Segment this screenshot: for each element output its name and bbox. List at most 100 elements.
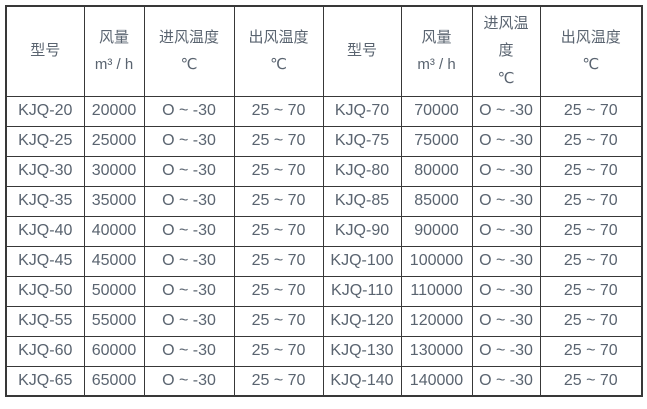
inlet-temp-cell: O ~ -30 [143, 365, 235, 397]
model-cell: KJQ-60 [5, 335, 85, 367]
airflow-cell: 100000 [400, 245, 473, 277]
airflow-cell: 45000 [83, 245, 145, 277]
airflow-cell: 60000 [83, 335, 145, 367]
header-line: 进风温 [483, 14, 529, 32]
table-row: KJQ-50 50000 O ~ -30 25 ~ 70 KJQ-110 110000 O … [5, 275, 643, 307]
airflow-cell: 110000 [400, 275, 473, 307]
model-cell: KJQ-65 [5, 365, 85, 397]
airflow-cell: 65000 [83, 365, 145, 397]
outlet-temp-cell: 25 ~ 70 [539, 155, 643, 187]
header-line: 出风温度 [560, 28, 621, 46]
inlet-temp-cell: O ~ -30 [143, 245, 235, 277]
model-cell: KJQ-130 [322, 335, 402, 367]
header-line: m³ / h [417, 56, 456, 74]
model-cell: KJQ-35 [5, 185, 85, 217]
outlet-temp-cell: 25 ~ 70 [233, 215, 324, 247]
model-cell: KJQ-30 [5, 155, 85, 187]
table-row: KJQ-30 30000 O ~ -30 25 ~ 70 KJQ-80 80000 O ~ … [5, 155, 643, 187]
inlet-temp-cell: O ~ -30 [143, 215, 235, 247]
model-cell: KJQ-70 [322, 95, 402, 127]
model-cell: KJQ-50 [5, 275, 85, 307]
outlet-temp-cell: 25 ~ 70 [539, 275, 643, 307]
model-cell: KJQ-45 [5, 245, 85, 277]
model-cell: KJQ-90 [322, 215, 402, 247]
airflow-cell: 80000 [400, 155, 473, 187]
model-cell: KJQ-25 [5, 125, 85, 157]
airflow-cell: 70000 [400, 95, 473, 127]
header-line: 风量 [421, 28, 452, 46]
outlet-temp-cell: 25 ~ 70 [233, 275, 324, 307]
inlet-temp-cell: O ~ -30 [471, 365, 541, 397]
header-row: 型号 风量 m³ / h 进风温度 ℃ 出风温度 ℃ [5, 5, 643, 97]
header-line: 型号 [30, 42, 61, 60]
airflow-cell: 120000 [400, 305, 473, 337]
outlet-temp-cell: 25 ~ 70 [233, 365, 324, 397]
model-cell: KJQ-75 [322, 125, 402, 157]
model-cell: KJQ-110 [322, 275, 402, 307]
model-cell: KJQ-85 [322, 185, 402, 217]
header-line: 风量 [98, 28, 129, 46]
outlet-temp-cell: 25 ~ 70 [539, 245, 643, 277]
header-line: 型号 [346, 42, 377, 60]
header-outlet-temp-1: 出风温度 ℃ [233, 5, 324, 97]
model-cell: KJQ-55 [5, 305, 85, 337]
header-inlet-temp-1: 进风温度 ℃ [143, 5, 235, 97]
airflow-cell: 50000 [83, 275, 145, 307]
model-cell: KJQ-140 [322, 365, 402, 397]
outlet-temp-cell: 25 ~ 70 [233, 335, 324, 367]
outlet-temp-cell: 25 ~ 70 [233, 95, 324, 127]
inlet-temp-cell: O ~ -30 [471, 125, 541, 157]
inlet-temp-cell: O ~ -30 [471, 215, 541, 247]
header-inlet-temp-2: 进风温 度 ℃ [471, 5, 541, 97]
header-line: 进风温度 [158, 28, 219, 46]
airflow-cell: 75000 [400, 125, 473, 157]
inlet-temp-cell: O ~ -30 [143, 275, 235, 307]
header-model-1: 型号 [5, 5, 85, 97]
header-line: ℃ [497, 70, 515, 88]
airflow-cell: 55000 [83, 305, 145, 337]
spec-table: 型号 风量 m³ / h 进风温度 ℃ 出风温度 ℃ [5, 5, 643, 397]
model-cell: KJQ-20 [5, 95, 85, 127]
outlet-temp-cell: 25 ~ 70 [539, 365, 643, 397]
header-line: m³ / h [94, 56, 134, 74]
header-line: 出风温度 [248, 28, 309, 46]
airflow-cell: 140000 [400, 365, 473, 397]
outlet-temp-cell: 25 ~ 70 [539, 95, 643, 127]
table-header: 型号 风量 m³ / h 进风温度 ℃ 出风温度 ℃ [5, 5, 643, 97]
header-outlet-temp-2: 出风温度 ℃ [539, 5, 643, 97]
header-line: 度 [498, 42, 514, 60]
outlet-temp-cell: 25 ~ 70 [233, 245, 324, 277]
outlet-temp-cell: 25 ~ 70 [539, 335, 643, 367]
inlet-temp-cell: O ~ -30 [471, 275, 541, 307]
header-line: ℃ [270, 56, 287, 74]
inlet-temp-cell: O ~ -30 [471, 185, 541, 217]
table-row: KJQ-55 55000 O ~ -30 25 ~ 70 KJQ-120 120000 O … [5, 305, 643, 337]
table-body: KJQ-20 20000 O ~ -30 25 ~ 70 KJQ-70 70000 O ~ … [5, 95, 643, 397]
model-cell: KJQ-80 [322, 155, 402, 187]
inlet-temp-cell: O ~ -30 [471, 335, 541, 367]
airflow-cell: 130000 [400, 335, 473, 367]
airflow-cell: 35000 [83, 185, 145, 217]
header-line: ℃ [180, 56, 198, 74]
inlet-temp-cell: O ~ -30 [471, 95, 541, 127]
inlet-temp-cell: O ~ -30 [471, 155, 541, 187]
header-airflow-2: 风量 m³ / h [400, 5, 473, 97]
table-row: KJQ-60 60000 O ~ -30 25 ~ 70 KJQ-130 130000 O … [5, 335, 643, 367]
table-row: KJQ-20 20000 O ~ -30 25 ~ 70 KJQ-70 70000 O ~ … [5, 95, 643, 127]
outlet-temp-cell: 25 ~ 70 [233, 305, 324, 337]
outlet-temp-cell: 25 ~ 70 [539, 305, 643, 337]
outlet-temp-cell: 25 ~ 70 [233, 155, 324, 187]
model-cell: KJQ-120 [322, 305, 402, 337]
inlet-temp-cell: O ~ -30 [143, 155, 235, 187]
airflow-cell: 25000 [83, 125, 145, 157]
outlet-temp-cell: 25 ~ 70 [539, 125, 643, 157]
airflow-cell: 40000 [83, 215, 145, 247]
inlet-temp-cell: O ~ -30 [143, 335, 235, 367]
inlet-temp-cell: O ~ -30 [143, 95, 235, 127]
outlet-temp-cell: 25 ~ 70 [539, 215, 643, 247]
table-row: KJQ-25 25000 O ~ -30 25 ~ 70 KJQ-75 75000 O ~ … [5, 125, 643, 157]
airflow-cell: 20000 [83, 95, 145, 127]
outlet-temp-cell: 25 ~ 70 [233, 125, 324, 157]
table-row: KJQ-35 35000 O ~ -30 25 ~ 70 KJQ-85 85000 O ~ … [5, 185, 643, 217]
